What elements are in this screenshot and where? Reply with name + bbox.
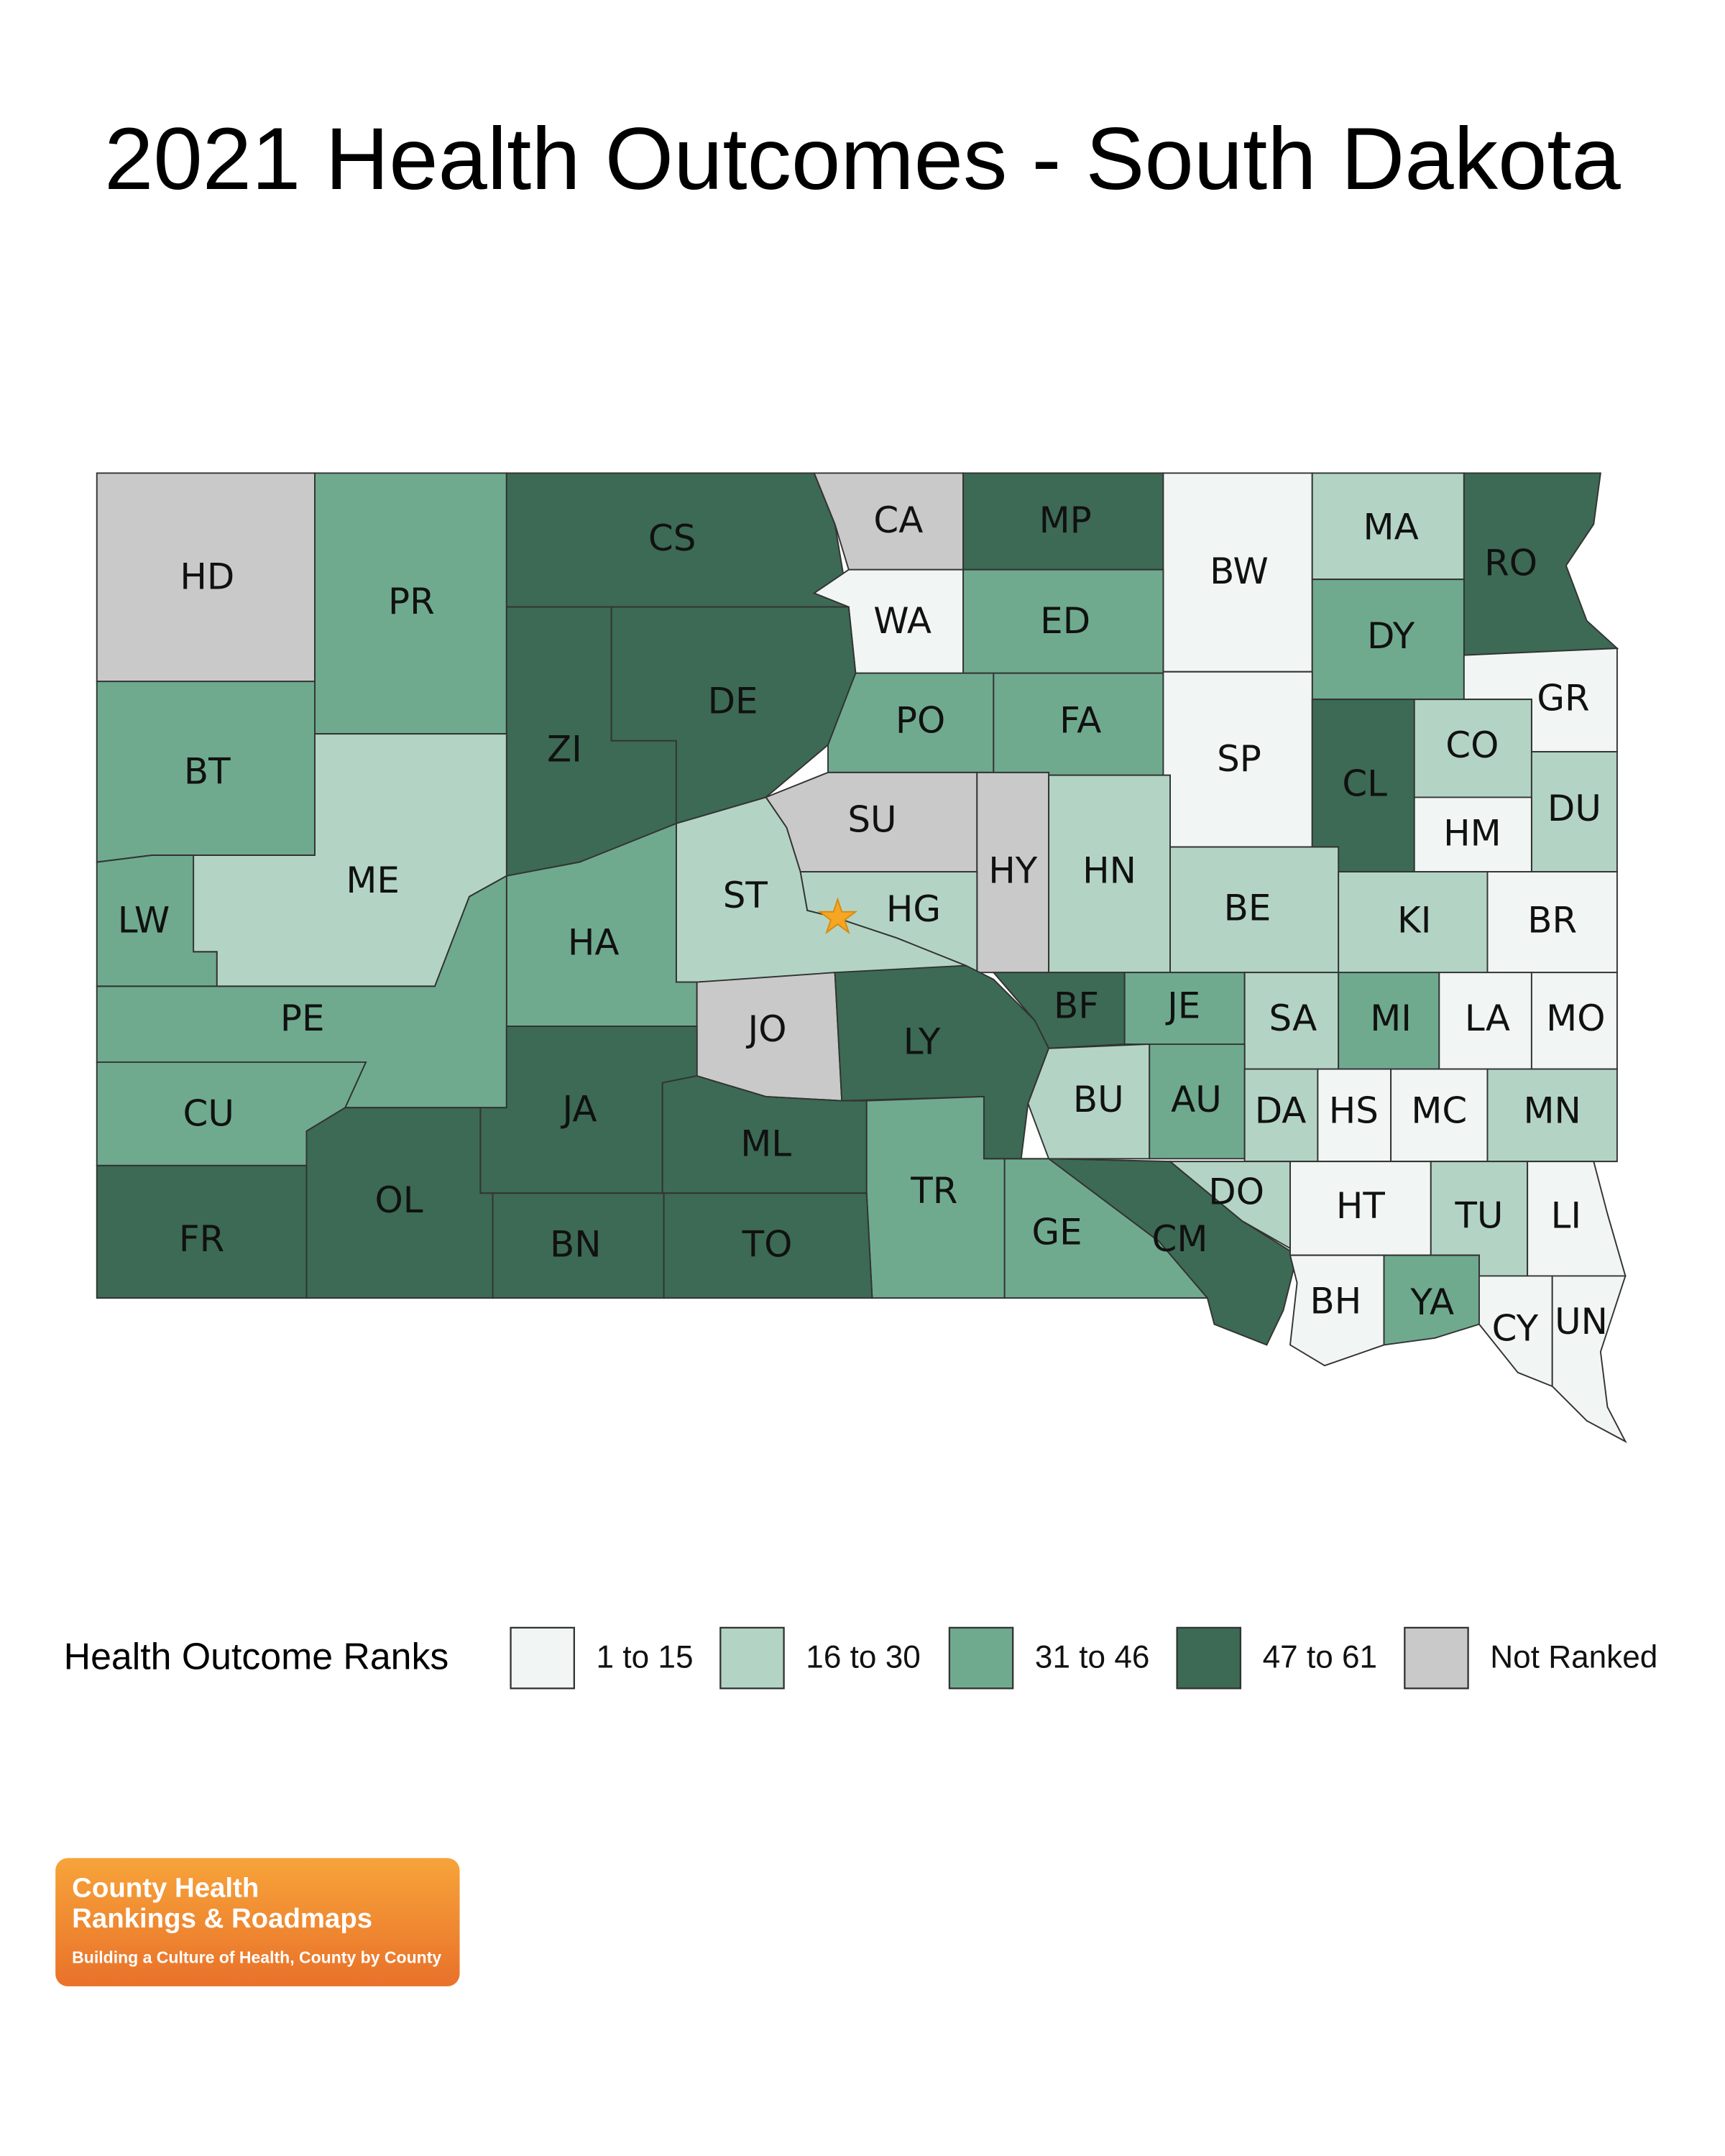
- legend-swatch: [1176, 1626, 1242, 1690]
- county-label: CA: [873, 499, 923, 541]
- county-label: MN: [1524, 1089, 1581, 1131]
- county-label: TU: [1454, 1194, 1503, 1236]
- county-label: HS: [1329, 1089, 1379, 1131]
- county-label: HD: [180, 556, 234, 598]
- county-label: TR: [910, 1170, 957, 1212]
- legend-label: 1 to 15: [597, 1640, 694, 1675]
- county-label: HM: [1443, 813, 1501, 854]
- county-label: LY: [903, 1021, 941, 1062]
- county: [1383, 1254, 1480, 1346]
- county-label: FA: [1059, 699, 1101, 741]
- county-label: WA: [873, 600, 932, 642]
- county-label: ME: [346, 860, 400, 901]
- county-label: OL: [375, 1179, 423, 1221]
- legend-swatch: [510, 1626, 576, 1690]
- county-label: CM: [1152, 1218, 1208, 1260]
- county: [799, 871, 978, 974]
- logo-line: County Health: [72, 1873, 259, 1904]
- county-label: GR: [1537, 678, 1589, 719]
- county-label: MO: [1546, 998, 1605, 1039]
- county-label: ST: [723, 875, 768, 916]
- county-label: ED: [1040, 600, 1090, 642]
- county-layer: HD PR CS CA MP BW MA RO WA ED DY GR ZI DE PO FA SP CL CO DU…: [96, 472, 1627, 1444]
- legend-label: 31 to 46: [1035, 1640, 1149, 1675]
- legend: Health Outcome Ranks 1 to 15 16 to 30 31 t…: [64, 1626, 1657, 1690]
- county-label: CO: [1445, 724, 1499, 766]
- logo-line: Rankings & Roadmaps: [72, 1903, 372, 1934]
- county-label: DA: [1255, 1089, 1307, 1131]
- county-label: CY: [1492, 1308, 1539, 1350]
- county-label: CU: [183, 1092, 234, 1134]
- county-label: DU: [1547, 788, 1601, 829]
- logo: County Health Rankings & Roadmaps Buildi…: [55, 1858, 460, 1986]
- legend-label: 47 to 61: [1263, 1640, 1377, 1675]
- legend-label: 16 to 30: [806, 1640, 920, 1675]
- logo-tagline: Building a Culture of Health, County by …: [72, 1948, 441, 1967]
- county-label: BU: [1073, 1079, 1124, 1120]
- county-label: FR: [179, 1218, 224, 1260]
- county-label: BR: [1527, 900, 1577, 941]
- county-label: DY: [1367, 615, 1415, 657]
- county-label: LI: [1551, 1194, 1582, 1236]
- county-label: AU: [1171, 1079, 1222, 1120]
- county-label: BT: [184, 750, 231, 792]
- county: [663, 1192, 873, 1299]
- county-label: ZI: [547, 729, 582, 770]
- county-label: HA: [568, 921, 620, 963]
- county-label: JA: [561, 1089, 597, 1130]
- county-label: BE: [1224, 887, 1271, 929]
- county-label: GE: [1032, 1211, 1082, 1253]
- county-label: BH: [1310, 1280, 1361, 1322]
- legend-swatch: [948, 1626, 1014, 1690]
- legend-label: Not Ranked: [1490, 1640, 1657, 1675]
- county-label: DO: [1208, 1171, 1264, 1213]
- county-label: BF: [1054, 985, 1099, 1027]
- county-label: JO: [746, 1008, 787, 1050]
- county: [983, 1158, 1298, 1346]
- county: [1486, 1068, 1618, 1163]
- county: [1027, 1043, 1151, 1160]
- county-label: PE: [280, 998, 325, 1039]
- county-label: PR: [388, 581, 435, 622]
- county-label: MC: [1411, 1089, 1467, 1131]
- county-label: RO: [1484, 542, 1537, 584]
- county-label: CS: [648, 517, 696, 559]
- county-label: DE: [708, 680, 758, 722]
- county: [1527, 1161, 1627, 1277]
- legend-swatch: [1404, 1626, 1469, 1690]
- county-label: BN: [550, 1224, 602, 1266]
- county: [1478, 1275, 1553, 1388]
- logo-badge: [55, 1858, 460, 1986]
- county-label: HG: [886, 888, 941, 930]
- county-label: YA: [1409, 1281, 1454, 1323]
- county-label: MP: [1039, 499, 1092, 541]
- county-label: MA: [1363, 507, 1419, 548]
- county-label: SA: [1269, 998, 1317, 1039]
- legend-swatch: [719, 1626, 785, 1690]
- county-label: SU: [847, 798, 896, 840]
- county: [505, 472, 850, 608]
- county-label: JE: [1165, 985, 1200, 1027]
- county-label: HN: [1082, 849, 1136, 891]
- county-label: HT: [1336, 1185, 1386, 1227]
- county-label: LA: [1465, 998, 1510, 1039]
- title: 2021 Health Outcomes - South Dakota: [104, 110, 1621, 208]
- county: [1551, 1275, 1627, 1444]
- legend-title: Health Outcome Ranks: [64, 1636, 449, 1677]
- county-label: MI: [1370, 998, 1412, 1039]
- county-label: HY: [988, 849, 1038, 891]
- county-label: SP: [1217, 738, 1261, 780]
- county-label: CL: [1342, 763, 1387, 805]
- county-label: ML: [740, 1123, 791, 1165]
- county-label: TO: [742, 1224, 793, 1266]
- county-label: KI: [1397, 900, 1431, 941]
- county-label: BW: [1210, 550, 1269, 592]
- capital-star: [817, 897, 858, 935]
- county-label: UN: [1555, 1301, 1608, 1342]
- county-label: PO: [896, 699, 945, 741]
- county-label: LW: [118, 900, 170, 941]
- county: [305, 1107, 494, 1299]
